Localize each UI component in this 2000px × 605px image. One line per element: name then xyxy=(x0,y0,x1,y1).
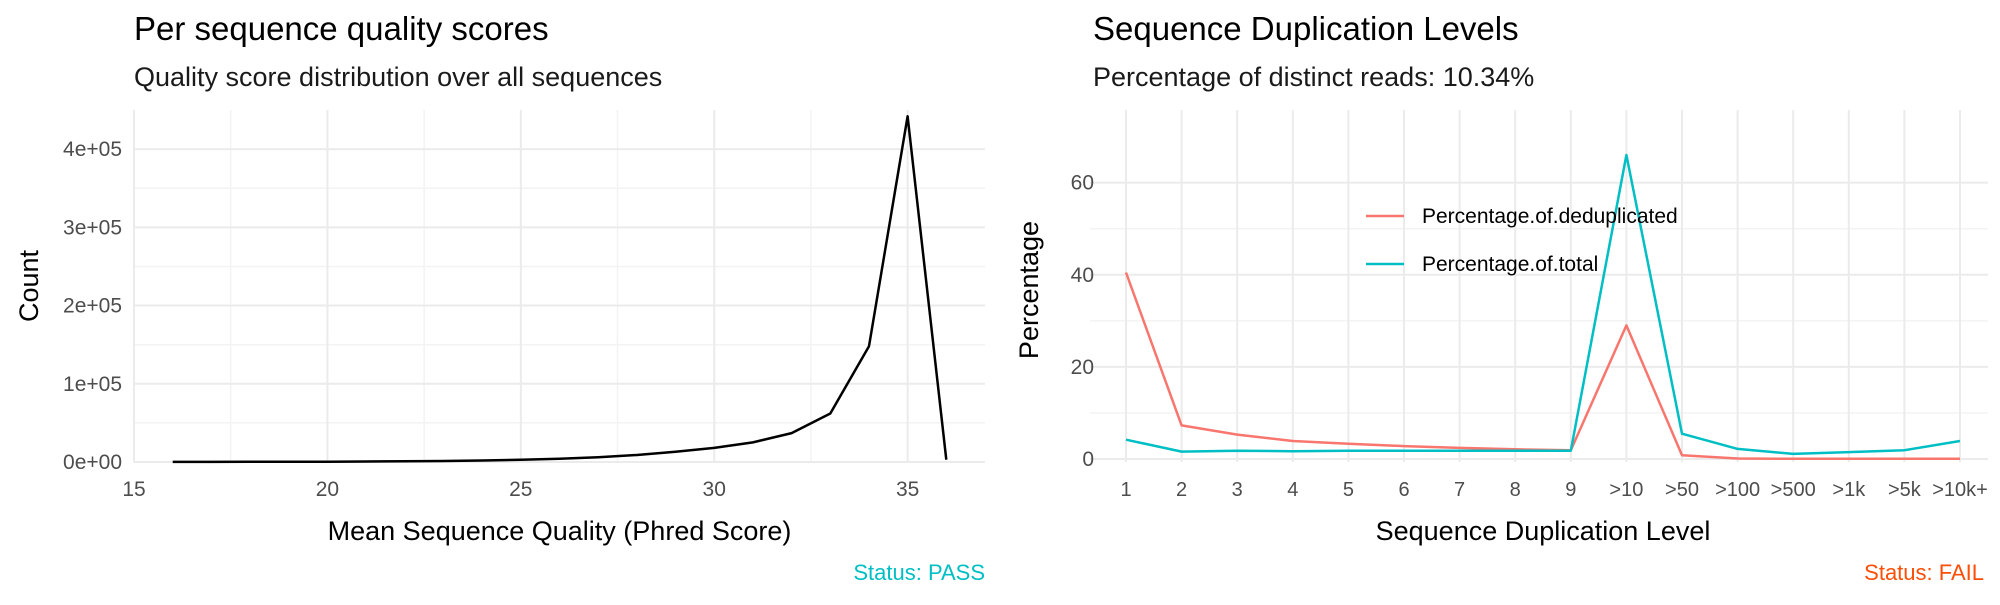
x-tick-label: 25 xyxy=(509,478,532,501)
y-tick-label: 1e+05 xyxy=(63,373,122,396)
x-tick-label: 4 xyxy=(1287,479,1298,501)
x-tick-label: 15 xyxy=(122,478,145,501)
y-tick-label: 40 xyxy=(1071,264,1094,287)
legend: Percentage.of.deduplicated Percentage.of.… xyxy=(1366,205,1678,276)
y-tick-label: 20 xyxy=(1071,356,1094,379)
chart-title: Per sequence quality scores xyxy=(134,10,549,47)
y-tick-label: 4e+05 xyxy=(63,138,122,161)
x-tick-label: >10k+ xyxy=(1932,479,1988,501)
x-axis-title: Sequence Duplication Level xyxy=(1376,516,1711,546)
x-tick-label: 30 xyxy=(703,478,726,501)
status-label: Status: PASS xyxy=(853,560,985,585)
x-tick-label: 8 xyxy=(1510,479,1521,501)
x-tick-label: 20 xyxy=(316,478,339,501)
y-axis-title: Count xyxy=(14,249,44,322)
x-tick-label: >10 xyxy=(1609,479,1643,501)
series-line-total xyxy=(1126,155,1960,454)
x-tick-label: >100 xyxy=(1715,479,1760,501)
legend-label: Percentage.of.deduplicated xyxy=(1422,205,1678,228)
y-tick-label: 0e+00 xyxy=(63,451,122,474)
x-tick-label: 7 xyxy=(1454,479,1465,501)
chart-subtitle: Quality score distribution over all sequ… xyxy=(134,62,662,92)
x-tick-label: 2 xyxy=(1176,479,1187,501)
legend-label: Percentage.of.total xyxy=(1422,253,1598,276)
chart-subtitle: Percentage of distinct reads: 10.34% xyxy=(1093,62,1534,92)
y-tick-label: 60 xyxy=(1071,172,1094,195)
x-tick-label: >5k xyxy=(1888,479,1922,501)
chart-title: Sequence Duplication Levels xyxy=(1093,10,1519,47)
x-axis-title: Mean Sequence Quality (Phred Score) xyxy=(328,516,792,546)
x-tick-label: 3 xyxy=(1232,479,1243,501)
y-tick-label: 2e+05 xyxy=(63,295,122,318)
status-label: Status: FAIL xyxy=(1864,560,1984,585)
y-tick-label: 3e+05 xyxy=(63,216,122,239)
x-tick-label: >1k xyxy=(1832,479,1866,501)
chart-sequence-duplication: Sequence Duplication Levels Percentage of… xyxy=(1014,10,1988,585)
x-tick-label: >500 xyxy=(1771,479,1816,501)
x-tick-label: 1 xyxy=(1120,479,1131,501)
y-axis-title: Percentage xyxy=(1014,221,1044,359)
x-tick-label: 6 xyxy=(1398,479,1409,501)
x-tick-label: >50 xyxy=(1665,479,1699,501)
x-tick-label: 5 xyxy=(1343,479,1354,501)
x-tick-label: 9 xyxy=(1565,479,1576,501)
x-tick-label: 35 xyxy=(896,478,919,501)
series-line-count xyxy=(173,116,947,462)
series-line-deduplicated xyxy=(1126,273,1960,459)
chart-per-sequence-quality: Per sequence quality scores Quality score… xyxy=(14,10,985,585)
y-tick-label: 0 xyxy=(1082,448,1094,471)
